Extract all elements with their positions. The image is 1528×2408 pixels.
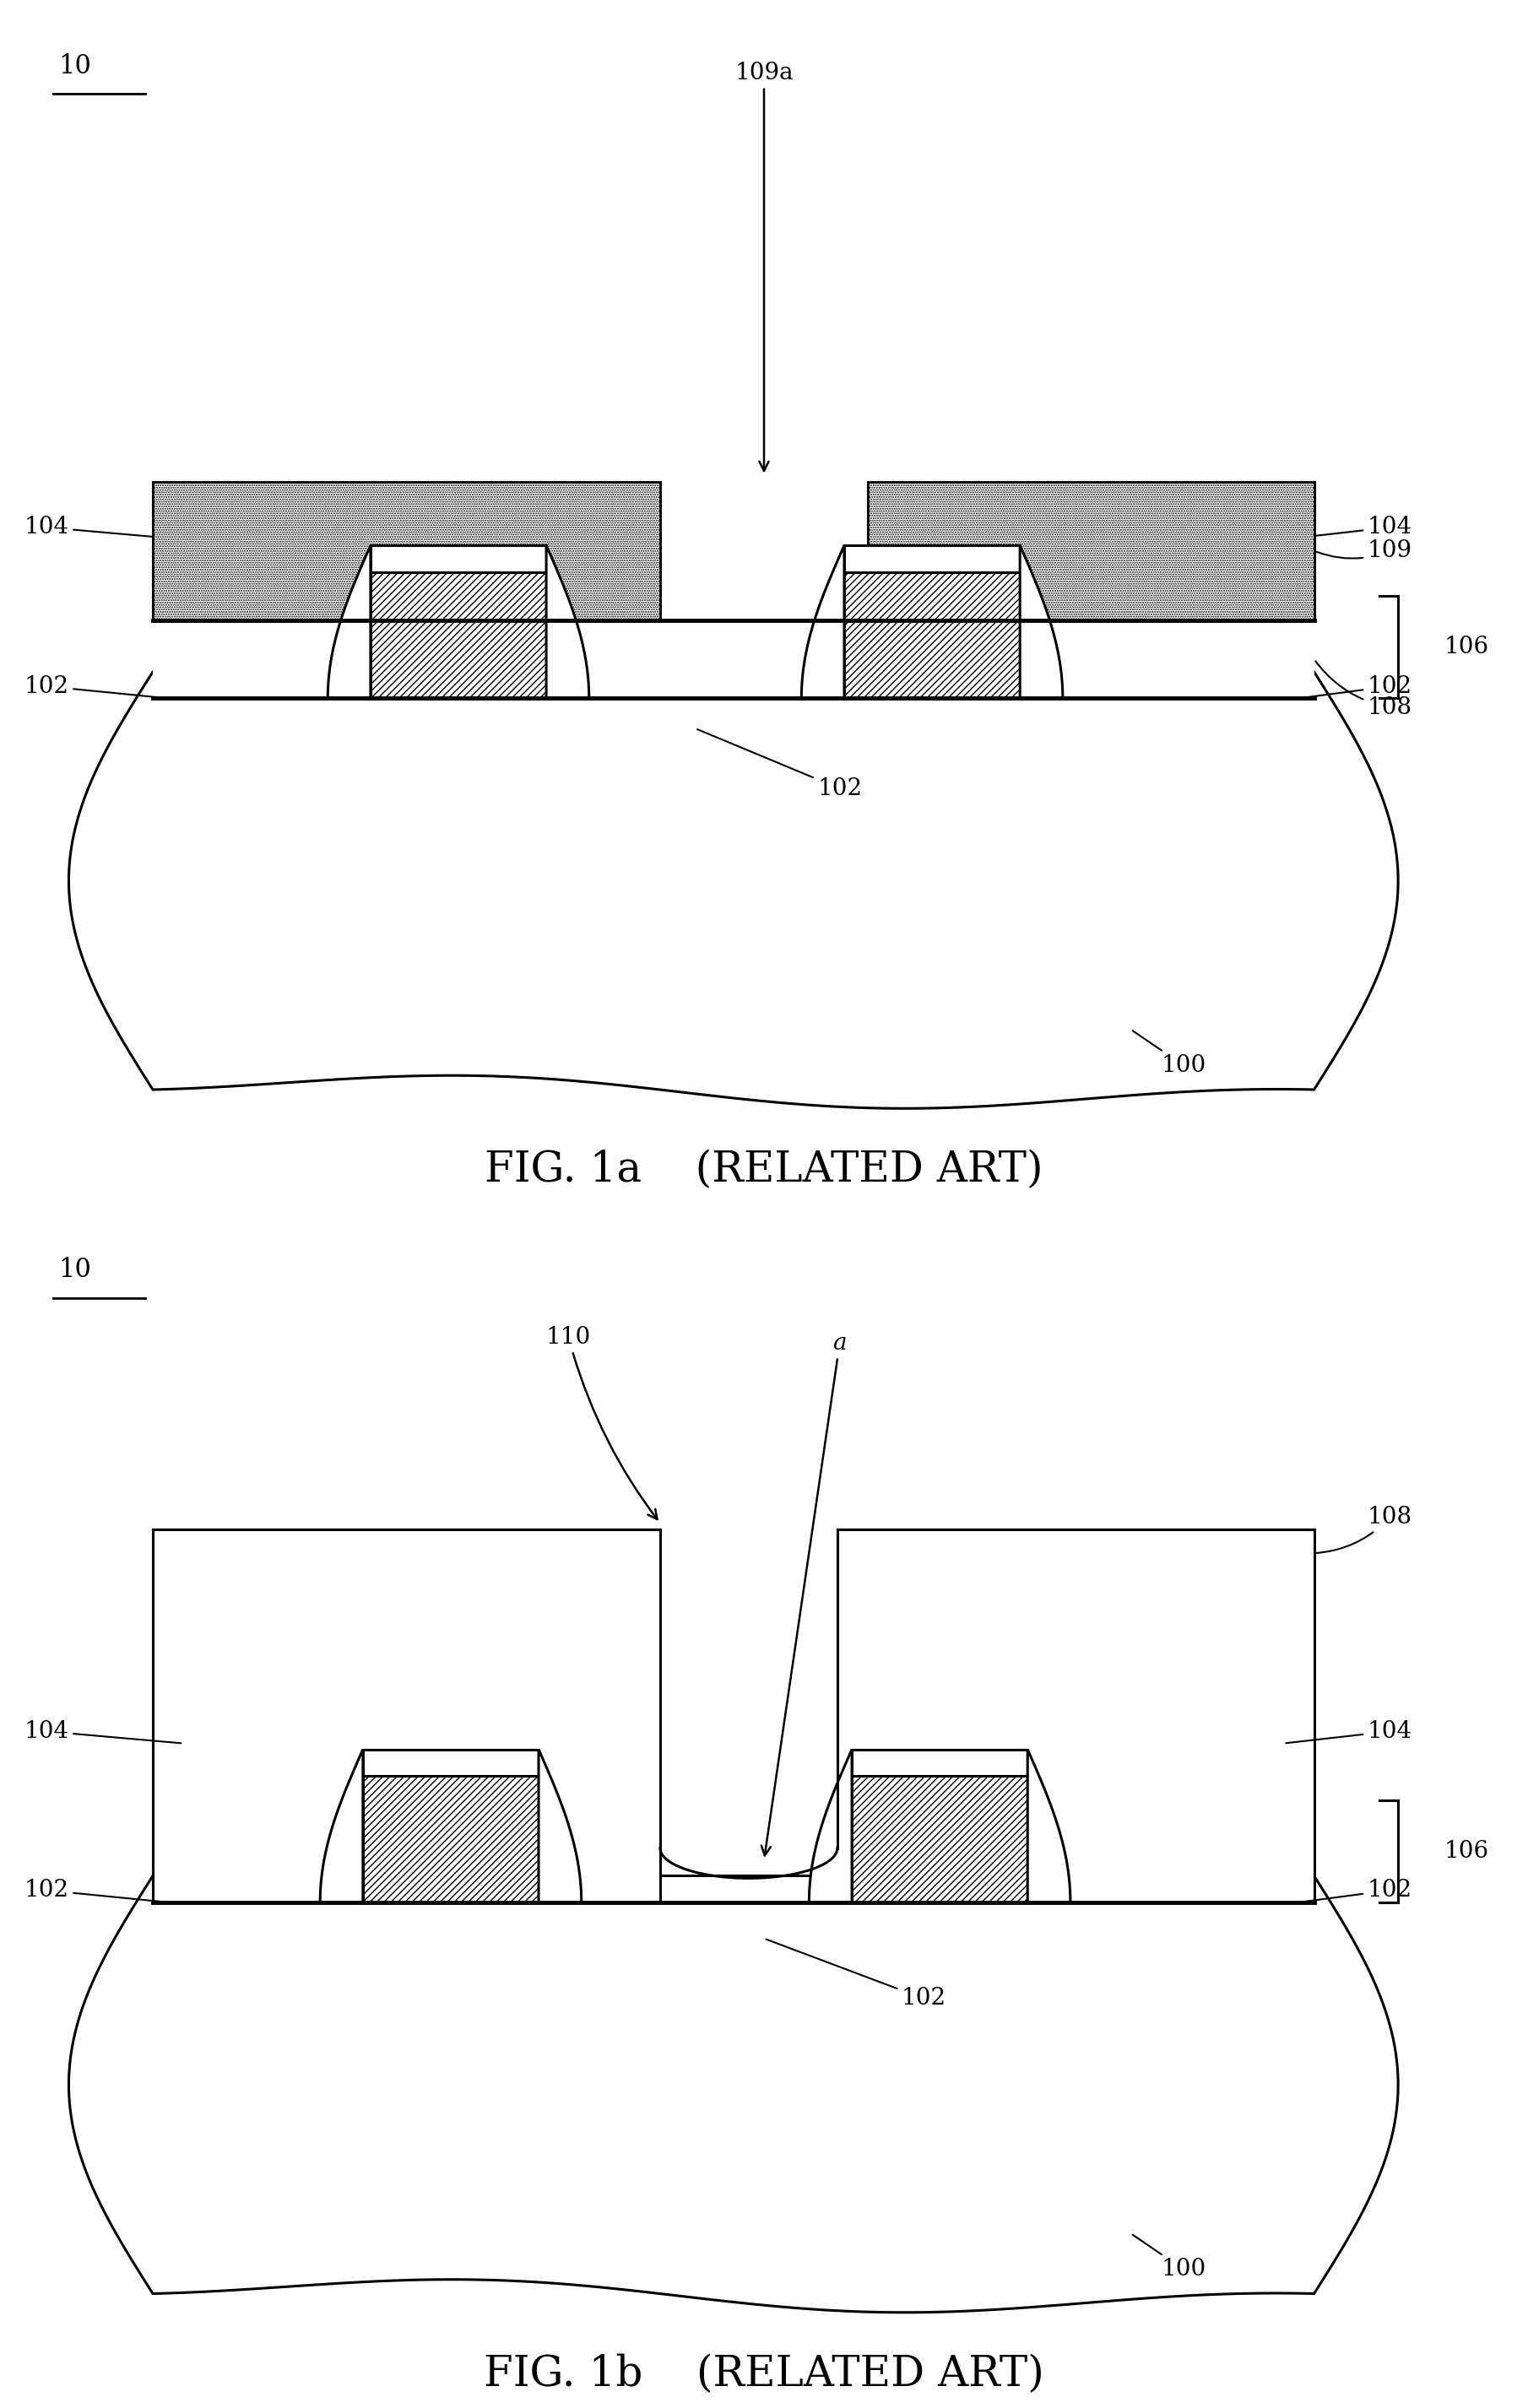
Polygon shape [1021,544,1063,698]
Bar [364,1777,539,1902]
Text: 104: 104 [1287,515,1412,539]
Text: 102: 102 [24,1878,165,1902]
Polygon shape [327,544,371,698]
Bar [837,1529,1314,1902]
Polygon shape [539,1748,581,1902]
Text: FIG. 1b    (RELATED ART): FIG. 1b (RELATED ART) [484,2353,1044,2396]
Bar [371,547,547,571]
Text: 102: 102 [697,730,862,799]
Bar [843,547,1021,571]
Text: 102: 102 [24,674,165,698]
Text: a: a [761,1332,847,1857]
Text: 102: 102 [1302,1878,1412,1902]
Text: 109: 109 [1316,539,1412,561]
Text: 109a: 109a [735,63,793,472]
Text: 106: 106 [1444,636,1488,657]
Bar [153,1529,660,1902]
Polygon shape [547,544,590,698]
Polygon shape [810,1748,853,1902]
Text: 100: 100 [1132,2235,1206,2280]
Polygon shape [69,672,1398,1108]
Text: 106: 106 [1444,1840,1488,1861]
Polygon shape [321,1748,364,1902]
Text: 104: 104 [24,515,180,539]
Text: 110: 110 [545,1327,657,1519]
Bar [843,571,1021,698]
Text: FIG. 1a    (RELATED ART): FIG. 1a (RELATED ART) [484,1149,1044,1192]
Polygon shape [1027,1748,1070,1902]
Text: 10: 10 [58,1257,90,1283]
Text: 108: 108 [1317,1505,1412,1553]
Text: 100: 100 [1132,1031,1206,1076]
Polygon shape [801,544,843,698]
Bar [364,1748,539,1777]
Bar [853,1777,1027,1902]
Bar [853,1748,1027,1777]
Bar [153,482,660,619]
Text: 10: 10 [58,53,90,79]
Bar [371,571,547,698]
Polygon shape [69,1876,1398,2312]
Bar [153,619,1314,698]
Text: 104: 104 [1287,1719,1412,1743]
Text: 102: 102 [1302,674,1412,698]
Bar [868,482,1314,619]
Text: 102: 102 [766,1938,946,2011]
Text: 104: 104 [24,1719,180,1743]
Text: 108: 108 [1316,662,1412,718]
